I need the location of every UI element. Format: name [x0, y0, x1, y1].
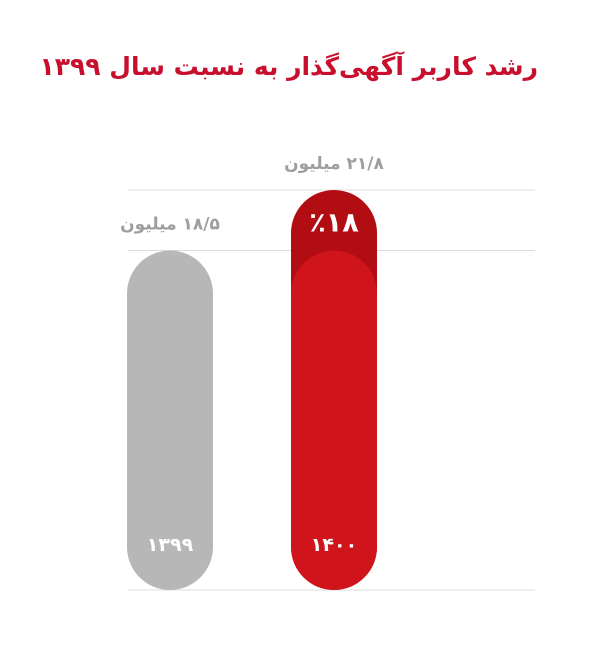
value-label-0: ۱۸/۵ میلیون — [120, 215, 220, 235]
chart-title: رشد کاربر آگهی‌گذار به نسبت سال ۱۳۹۹ — [39, 52, 539, 81]
value-label-1: ۲۱/۸ میلیون — [284, 154, 384, 174]
category-label-0: ۱۳۹۹ — [147, 534, 194, 556]
growth-label: ٪۱۸ — [309, 207, 359, 238]
bar-0 — [127, 250, 213, 590]
category-label-1: ۱۴۰۰ — [311, 534, 357, 556]
bar-1 — [291, 250, 377, 590]
